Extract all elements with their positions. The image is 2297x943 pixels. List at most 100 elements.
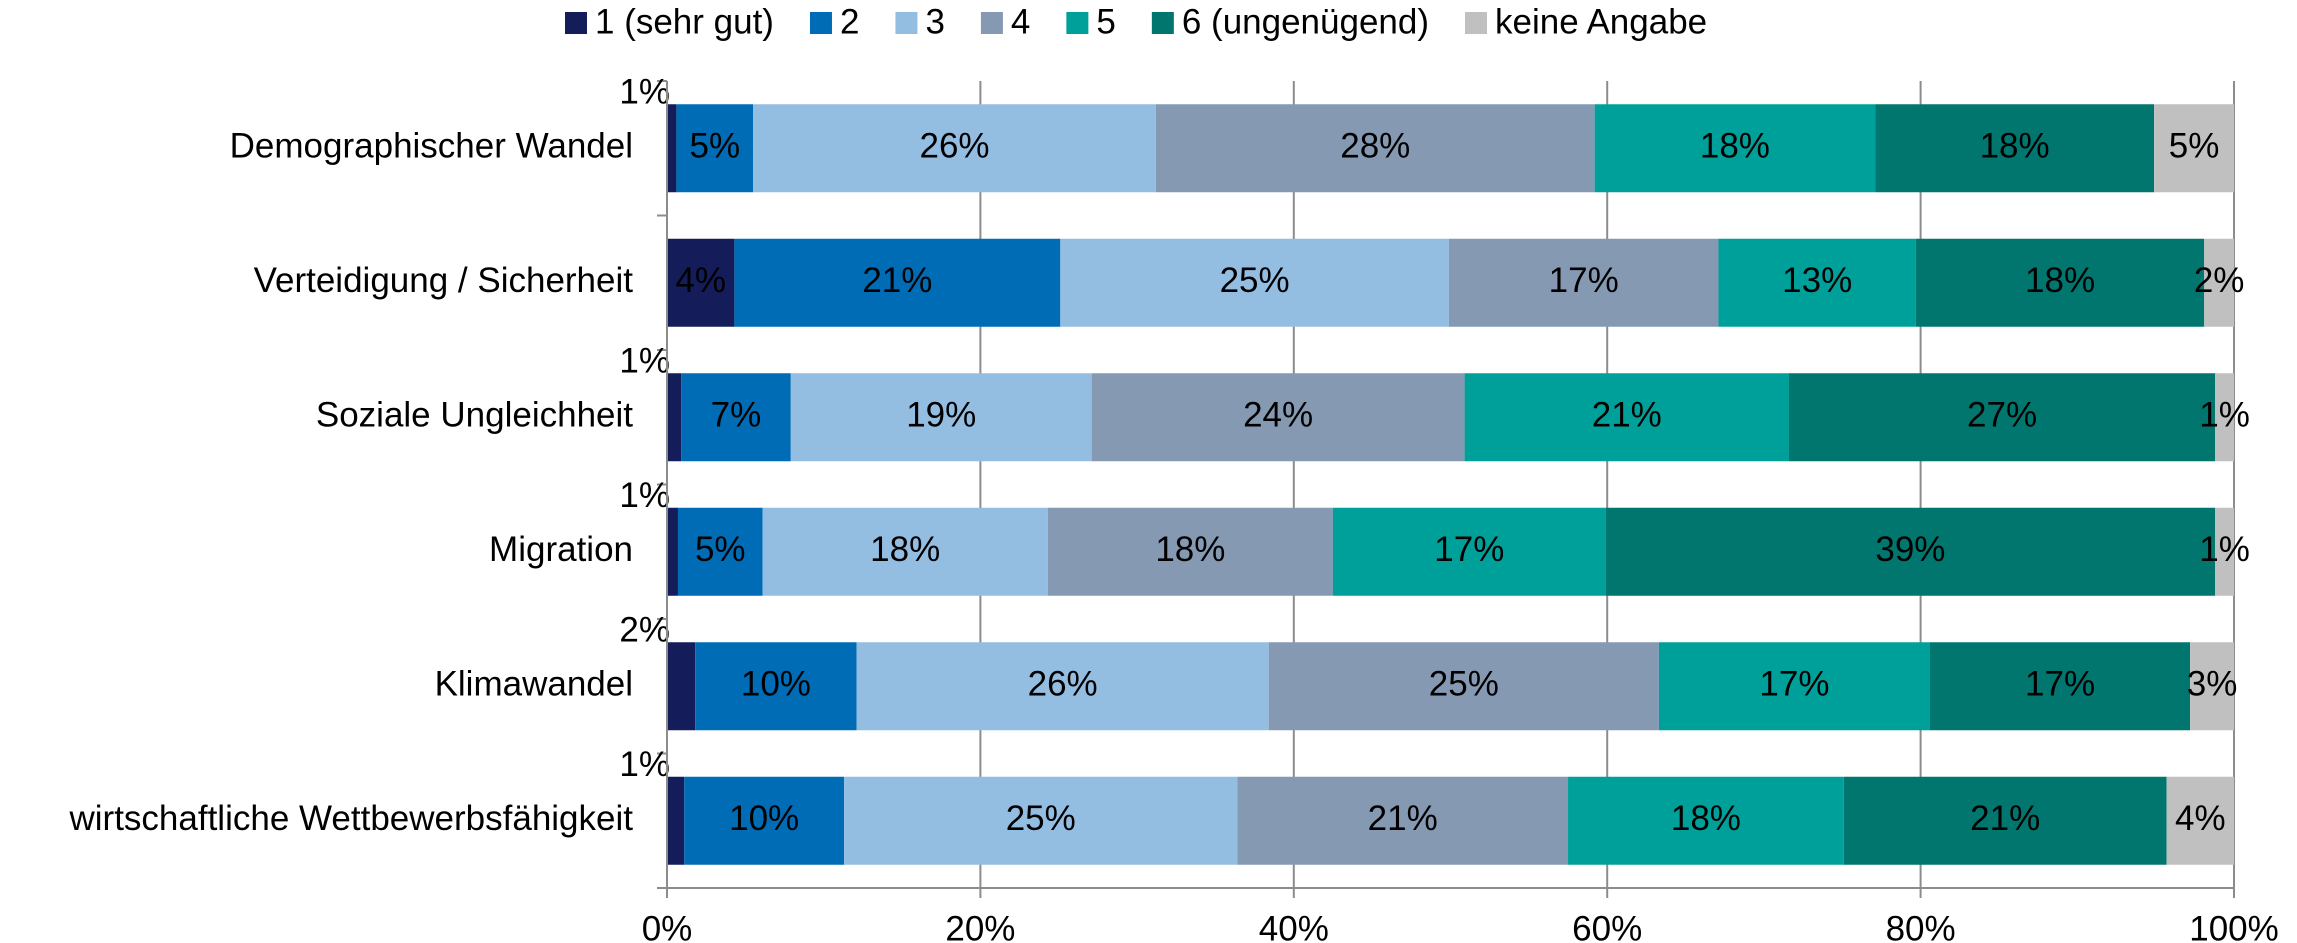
data-label: 25%	[1429, 665, 1499, 704]
data-label: 2%	[2194, 261, 2245, 300]
bar-segment	[844, 776, 1238, 865]
data-label: 19%	[906, 396, 976, 435]
legend-swatch	[980, 12, 1003, 34]
data-label: 21%	[1592, 396, 1662, 435]
x-tick-label: 60%	[1572, 909, 1642, 943]
bar-segment	[677, 507, 763, 596]
data-label: 21%	[1970, 799, 2040, 838]
bar-segment	[1568, 776, 1844, 865]
bar-segment	[2166, 776, 2234, 865]
bar-segment	[856, 642, 1269, 731]
bar-segment	[2215, 373, 2234, 462]
bar-segment	[2190, 642, 2234, 731]
x-tick-label: 20%	[945, 909, 1015, 943]
bar-segment	[1237, 776, 1569, 865]
data-label: 18%	[870, 530, 940, 569]
bar-segment	[1091, 373, 1465, 462]
legend-swatch	[1465, 12, 1487, 34]
x-tick-label: 0%	[642, 909, 693, 943]
data-label: 24%	[1243, 396, 1313, 435]
bar-segment	[667, 776, 685, 865]
data-label: 21%	[1368, 799, 1438, 838]
bar-segment	[1155, 104, 1595, 193]
bar-segment	[667, 373, 682, 462]
legend-label: 5	[1096, 2, 1115, 41]
bar-segment	[1718, 238, 1916, 327]
bar-segment	[684, 776, 845, 865]
bar-segment	[676, 104, 754, 193]
data-label: 1%	[2199, 530, 2250, 569]
data-label: 39%	[1875, 530, 1945, 569]
data-label: 18%	[1155, 530, 1225, 569]
data-label: 25%	[1220, 261, 1290, 300]
category-label: Klimawandel	[435, 665, 633, 704]
bar-segment	[1930, 642, 2191, 731]
legend-swatch	[565, 12, 587, 34]
bar-segment	[1448, 238, 1719, 327]
bar-segment	[667, 642, 696, 731]
data-label: 2%	[619, 611, 670, 650]
data-label: 5%	[689, 127, 740, 166]
data-label: 4%	[675, 261, 726, 300]
data-label: 17%	[1759, 665, 1829, 704]
bar-segment	[1268, 642, 1659, 731]
legend-label: keine Angabe	[1495, 2, 1707, 41]
bar-segment	[1658, 642, 1931, 731]
data-label: 25%	[1006, 799, 1076, 838]
data-label: 18%	[1700, 127, 1770, 166]
bar-segment	[1047, 507, 1333, 596]
category-label: Demographischer Wandel	[230, 127, 633, 166]
bar-segment	[1843, 776, 2167, 865]
legend-label: 1 (sehr gut)	[595, 2, 774, 41]
legend-label: 6 (ungenügend)	[1182, 2, 1429, 41]
bar-segment	[1060, 238, 1449, 327]
legend-swatch	[895, 12, 918, 34]
data-label: 1%	[619, 745, 670, 784]
legend-label: 2	[840, 2, 859, 41]
bar-segment	[1605, 507, 2216, 596]
bar-segment	[2215, 507, 2234, 596]
legend-swatch	[1151, 12, 1174, 34]
data-label: 27%	[1967, 396, 2037, 435]
bar-segment	[2204, 238, 2234, 327]
data-label: 5%	[695, 530, 746, 569]
bar-segment	[1464, 373, 1789, 462]
bar-segment	[1875, 104, 2155, 193]
data-label: 1%	[619, 476, 670, 515]
bar-segment	[1915, 238, 2205, 327]
data-label: 18%	[1980, 127, 2050, 166]
bar-segment	[2154, 104, 2234, 193]
data-label: 26%	[920, 127, 990, 166]
x-tick-label: 40%	[1259, 909, 1329, 943]
bar-segment	[1332, 507, 1606, 596]
bar-segment	[695, 642, 857, 731]
data-label: 21%	[862, 261, 932, 300]
data-label: 17%	[1549, 261, 1619, 300]
data-label: 7%	[711, 396, 762, 435]
bar-segment	[790, 373, 1092, 462]
data-label: 1%	[619, 342, 670, 381]
bar-segment	[681, 373, 791, 462]
bar-segment	[734, 238, 1061, 327]
data-label: 10%	[741, 665, 811, 704]
data-label: 10%	[729, 799, 799, 838]
x-tick-label: 100%	[2189, 909, 2279, 943]
bar-segment	[667, 238, 735, 327]
category-label: Migration	[489, 530, 633, 569]
x-tick-label: 80%	[1886, 909, 1956, 943]
legend-label: 3	[925, 2, 944, 41]
legend-label: 4	[1011, 2, 1030, 41]
bar-segment	[667, 507, 678, 596]
legend-swatch	[1066, 12, 1089, 34]
bar-segment	[1788, 373, 2216, 462]
bar-segment	[762, 507, 1048, 596]
category-label: wirtschaftliche Wettbewerbsfähigkeit	[69, 799, 634, 838]
category-label: Soziale Ungleichheit	[316, 396, 633, 435]
bar-segment	[1594, 104, 1876, 193]
data-label: 1%	[619, 73, 670, 112]
data-label: 26%	[1028, 665, 1098, 704]
bar-segment	[753, 104, 1156, 193]
data-label: 13%	[1782, 261, 1852, 300]
data-label: 28%	[1340, 127, 1410, 166]
data-label: 18%	[2025, 261, 2095, 300]
